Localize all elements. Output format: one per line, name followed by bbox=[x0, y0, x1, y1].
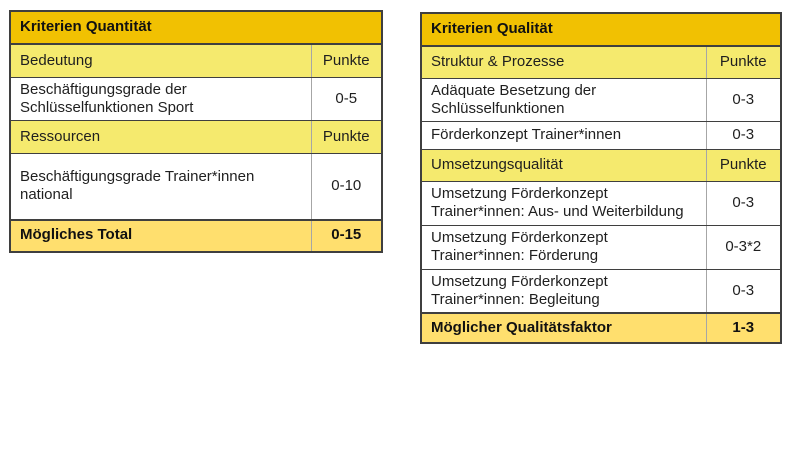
table-header-row: Kriterien Quantität bbox=[9, 10, 383, 45]
points-value-cell: 0-5 bbox=[310, 76, 383, 122]
criterion-label-cell: Umsetzung Förderkonzept Trainer*innen: B… bbox=[420, 268, 707, 314]
total-value-cell: 1-3 bbox=[705, 312, 782, 344]
table-title: Kriterien Quantität bbox=[9, 10, 383, 45]
total-label-cell: Mögliches Total bbox=[9, 218, 312, 253]
section-header-row: Bedeutung Punkte bbox=[9, 43, 383, 78]
section-header-cell: Ressourcen bbox=[9, 120, 312, 155]
total-row: Mögliches Total 0-15 bbox=[9, 218, 383, 253]
table-row: Förderkonzept Trainer*innen 0-3 bbox=[420, 121, 782, 151]
section-header-cell: Struktur & Prozesse bbox=[420, 45, 707, 79]
section-header-cell: Umsetzungsqualität bbox=[420, 149, 707, 183]
criterion-label-cell: Förderkonzept Trainer*innen bbox=[420, 121, 707, 151]
table-title: Kriterien Qualität bbox=[420, 12, 782, 47]
points-value-cell: 0-3 bbox=[705, 77, 782, 123]
criterion-label-cell: Adäquate Besetzung der Schlüsselfunktion… bbox=[420, 77, 707, 123]
table-kriterien-quantitaet: Kriterien Quantität Bedeutung Punkte Bes… bbox=[9, 10, 383, 253]
section-header-row: Ressourcen Punkte bbox=[9, 120, 383, 155]
points-value-cell: 0-3 bbox=[705, 121, 782, 151]
table-row: Adäquate Besetzung der Schlüsselfunktion… bbox=[420, 77, 782, 123]
table-row: Umsetzung Förderkonzept Trainer*innen: F… bbox=[420, 224, 782, 270]
criterion-label-cell: Beschäftigungsgrade der Schlüsselfunktio… bbox=[9, 76, 312, 122]
table-header-row: Kriterien Qualität bbox=[420, 12, 782, 47]
table-row: Umsetzung Förderkonzept Trainer*innen: B… bbox=[420, 268, 782, 314]
total-label-cell: Möglicher Qualitätsfaktor bbox=[420, 312, 707, 344]
points-value-cell: 0-3*2 bbox=[705, 224, 782, 270]
section-header-cell: Bedeutung bbox=[9, 43, 312, 78]
criterion-label-cell: Beschäftigungsgrade Trainer*innen nation… bbox=[9, 153, 312, 221]
points-column-header: Punkte bbox=[705, 149, 782, 183]
section-header-row: Struktur & Prozesse Punkte bbox=[420, 45, 782, 79]
total-value-cell: 0-15 bbox=[310, 218, 383, 253]
points-value-cell: 0-10 bbox=[310, 153, 383, 221]
table-row: Beschäftigungsgrade Trainer*innen nation… bbox=[9, 153, 383, 221]
table-row: Beschäftigungsgrade der Schlüsselfunktio… bbox=[9, 76, 383, 122]
points-column-header: Punkte bbox=[310, 120, 383, 155]
criterion-label-cell: Umsetzung Förderkonzept Trainer*innen: A… bbox=[420, 181, 707, 226]
points-column-header: Punkte bbox=[310, 43, 383, 78]
total-row: Möglicher Qualitätsfaktor 1-3 bbox=[420, 312, 782, 344]
table-row: Umsetzung Förderkonzept Trainer*innen: A… bbox=[420, 181, 782, 226]
table-kriterien-qualitaet: Kriterien Qualität Struktur & Prozesse P… bbox=[420, 12, 782, 345]
section-header-row: Umsetzungsqualität Punkte bbox=[420, 149, 782, 183]
points-column-header: Punkte bbox=[705, 45, 782, 79]
points-value-cell: 0-3 bbox=[705, 181, 782, 226]
points-value-cell: 0-3 bbox=[705, 268, 782, 314]
criterion-label-cell: Umsetzung Förderkonzept Trainer*innen: F… bbox=[420, 224, 707, 270]
